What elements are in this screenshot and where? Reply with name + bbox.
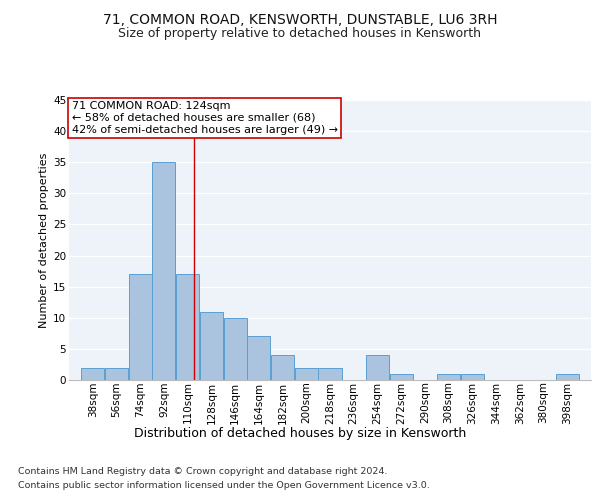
Bar — [247, 336, 271, 380]
Text: Contains HM Land Registry data © Crown copyright and database right 2024.: Contains HM Land Registry data © Crown c… — [18, 468, 388, 476]
Bar — [389, 374, 413, 380]
Bar — [81, 368, 104, 380]
Bar — [366, 355, 389, 380]
Bar — [461, 374, 484, 380]
Bar — [556, 374, 579, 380]
Text: Contains public sector information licensed under the Open Government Licence v3: Contains public sector information licen… — [18, 481, 430, 490]
Bar — [437, 374, 460, 380]
Bar — [200, 312, 223, 380]
Text: 71 COMMON ROAD: 124sqm
← 58% of detached houses are smaller (68)
42% of semi-det: 71 COMMON ROAD: 124sqm ← 58% of detached… — [71, 102, 338, 134]
Text: 71, COMMON ROAD, KENSWORTH, DUNSTABLE, LU6 3RH: 71, COMMON ROAD, KENSWORTH, DUNSTABLE, L… — [103, 12, 497, 26]
Text: Distribution of detached houses by size in Kensworth: Distribution of detached houses by size … — [134, 428, 466, 440]
Bar — [224, 318, 247, 380]
Bar — [128, 274, 152, 380]
Bar — [295, 368, 318, 380]
Y-axis label: Number of detached properties: Number of detached properties — [39, 152, 49, 328]
Bar — [105, 368, 128, 380]
Bar — [271, 355, 294, 380]
Bar — [176, 274, 199, 380]
Bar — [152, 162, 175, 380]
Text: Size of property relative to detached houses in Kensworth: Size of property relative to detached ho… — [119, 28, 482, 40]
Bar — [319, 368, 341, 380]
